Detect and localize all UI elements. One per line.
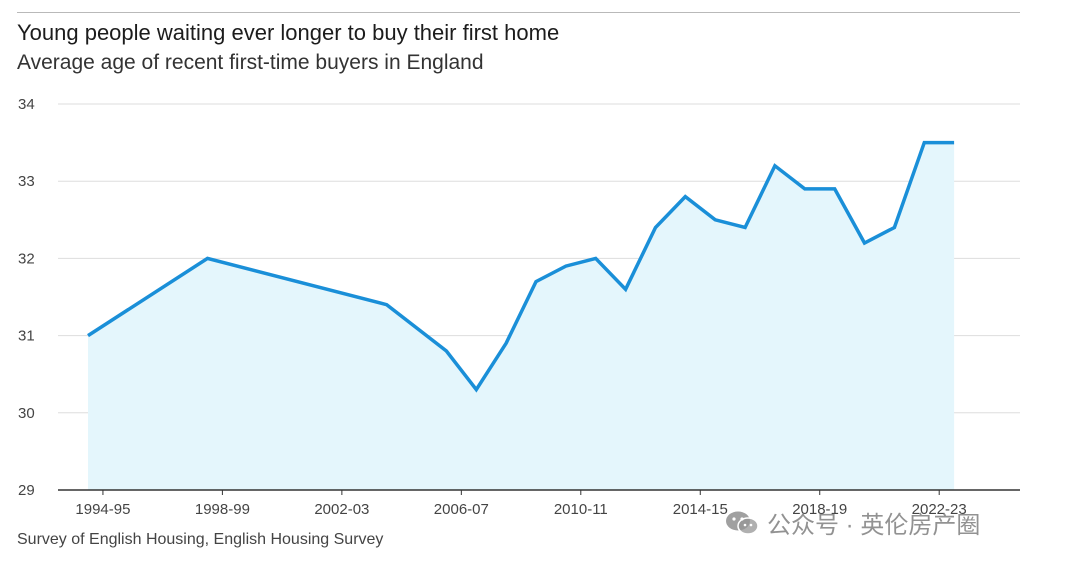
watermark: 公众号 · 英伦房产圈 [725,505,980,540]
y-axis-ticks: 29 30 31 32 33 34 [18,96,35,499]
y-tick-label: 32 [18,250,35,267]
series-line [87,140,955,393]
x-tick-label: 2006-07 [434,501,489,518]
x-tick-label: 2010-11 [554,501,608,518]
x-tick-label: 2022-23 [912,501,967,518]
y-tick-label: 29 [18,482,35,499]
x-tick-label: 2018-19 [792,501,847,518]
y-tick-label: 34 [18,96,35,113]
top-rule [17,12,1020,13]
wechat-icon [726,511,759,535]
chart-subtitle: Average age of recent first-time buyers … [17,51,484,74]
x-tick-label: 2014-15 [673,501,728,518]
chart-title: Young people waiting ever longer to buy … [17,20,560,45]
y-tick-label: 33 [18,173,35,190]
x-axis-ticks: 1994-95 1998-99 2002-03 2006-07 2010-11 2014-… [75,490,967,518]
y-tick-label: 30 [18,405,35,422]
x-tick-label: 2002-03 [314,501,369,518]
x-tick-label: 1998-99 [195,501,250,518]
source-note: Survey of English Housing, English Housi… [17,531,384,548]
watermark-text: 公众号 · 英伦房产圈 [767,512,981,539]
series-line-group [87,140,955,393]
x-tick-label: 1994-95 [75,501,130,518]
y-tick-label: 31 [18,328,35,345]
